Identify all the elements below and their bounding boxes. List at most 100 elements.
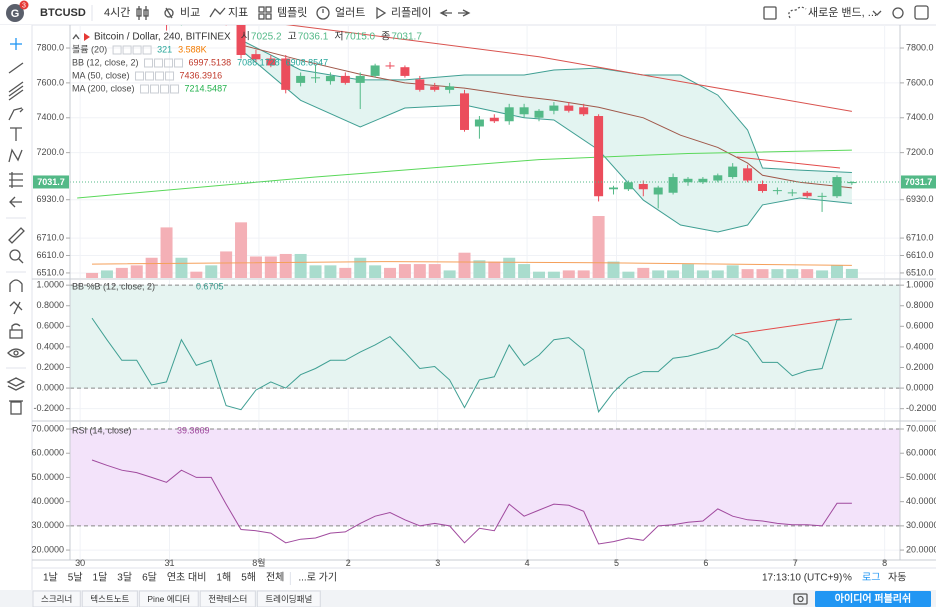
range-button[interactable]: 전체: [266, 572, 284, 584]
back-tool[interactable]: [9, 196, 22, 208]
compare[interactable]: 비교: [180, 6, 200, 19]
indicators[interactable]: 지표: [228, 6, 248, 19]
indicator-button[interactable]: [112, 45, 122, 55]
fullscreen-icon[interactable]: [763, 6, 777, 20]
lock-tool[interactable]: [9, 323, 23, 339]
tab[interactable]: [256, 590, 321, 607]
logo[interactable]: [6, 4, 24, 22]
indicator-button[interactable]: [154, 58, 164, 68]
indicator-button[interactable]: [122, 45, 132, 55]
undo-icon[interactable]: [439, 9, 452, 17]
scale-option[interactable]: %: [843, 573, 852, 584]
tab[interactable]: [32, 590, 81, 607]
magnet-tool[interactable]: [9, 279, 23, 292]
indicator-button[interactable]: [160, 84, 170, 94]
range-button[interactable]: 1날: [43, 572, 58, 584]
indicator-button[interactable]: [140, 84, 150, 94]
tab-label[interactable]: 스크리너: [41, 594, 72, 604]
crosshair-tool[interactable]: [10, 38, 22, 50]
replay[interactable]: 리플레이: [391, 6, 431, 19]
visibility-tool[interactable]: [7, 348, 25, 358]
templates[interactable]: 템플릿: [277, 6, 307, 19]
fib-tool[interactable]: [8, 81, 24, 101]
indicator-button[interactable]: [174, 58, 184, 68]
range-button[interactable]: 6달: [142, 572, 157, 584]
candle-body: [832, 177, 842, 197]
scale-option[interactable]: 자동: [888, 572, 906, 584]
indicator-button[interactable]: [155, 71, 165, 81]
indicator-button[interactable]: [132, 45, 142, 55]
range-button[interactable]: 1달: [93, 572, 108, 584]
range-button[interactable]: 연초 대비: [167, 572, 207, 584]
pane-borders: [32, 25, 936, 561]
layout-name[interactable]: 새로운 밴드, ...: [808, 6, 877, 19]
goto-button[interactable]: ...로 가기: [298, 572, 337, 584]
publish-label: 아이디어 퍼블리쉬: [835, 592, 911, 605]
settings-icon[interactable]: [892, 7, 904, 19]
tab-label[interactable]: 전략테스터: [208, 594, 247, 604]
drawn-trendline[interactable]: [734, 318, 841, 335]
alert-icon[interactable]: [316, 6, 330, 20]
tab[interactable]: [138, 590, 199, 607]
replay-icon[interactable]: [376, 6, 387, 20]
range-button[interactable]: 5해: [241, 571, 256, 584]
snapshot-icon[interactable]: [914, 5, 929, 20]
ruler-tool[interactable]: [8, 227, 25, 244]
indicator-button[interactable]: [142, 45, 152, 55]
tab[interactable]: [81, 590, 138, 607]
candle-body: [787, 192, 797, 194]
tab-label[interactable]: Pine 에디터: [147, 594, 190, 604]
indicator-button[interactable]: [165, 71, 175, 81]
prediction-tool[interactable]: [9, 172, 23, 188]
indicator-button[interactable]: [150, 84, 160, 94]
camera-icon[interactable]: [793, 593, 808, 605]
layers-tool[interactable]: [6, 377, 26, 391]
volume-bar: [592, 216, 605, 278]
trendline-tool[interactable]: [8, 62, 24, 74]
text-tool[interactable]: [10, 127, 22, 141]
candle-icon[interactable]: [136, 6, 149, 20]
indicator-button[interactable]: [164, 58, 174, 68]
redo-icon[interactable]: [458, 9, 471, 17]
candle-body: [311, 77, 321, 79]
tab-label[interactable]: 트레이딩패널: [265, 594, 312, 604]
range-button[interactable]: 3달: [117, 572, 132, 584]
y-tick-label: 7800.0: [906, 42, 934, 52]
compare-icon[interactable]: [164, 7, 174, 19]
volume-bar: [309, 265, 322, 278]
interval[interactable]: 4시간: [104, 6, 130, 19]
pattern-tool[interactable]: [8, 148, 23, 163]
last-price-label: 7031.7: [37, 177, 65, 187]
indicator-button[interactable]: [170, 84, 180, 94]
y-tick-label: 0.0000: [906, 382, 934, 392]
range-button[interactable]: 5날: [68, 572, 83, 584]
symbol[interactable]: BTCUSD: [40, 7, 86, 19]
indicator-button[interactable]: [145, 71, 155, 81]
volume-bar: [845, 268, 858, 278]
volume-average: [91, 261, 852, 266]
tab-label[interactable]: 텍스트노트: [90, 594, 129, 604]
legend-collapse[interactable]: [72, 33, 80, 40]
scale-option[interactable]: 로그: [862, 573, 880, 584]
y-tick-label: 0.8000: [36, 300, 64, 310]
moving-average: [285, 25, 852, 112]
layout-menu[interactable]: [872, 10, 882, 16]
delete-tool[interactable]: [9, 400, 23, 415]
tab[interactable]: [199, 590, 256, 607]
pane-title: RSI (14, close): [72, 425, 132, 435]
alerts[interactable]: 얼러트: [335, 5, 365, 19]
candle-body: [743, 168, 753, 181]
indicator-name: MA (50, close): [72, 70, 130, 80]
last-price-badge: [33, 175, 69, 189]
indicator-button[interactable]: [144, 58, 154, 68]
draw-mode-tool[interactable]: [9, 301, 23, 315]
zoom-tool[interactable]: [9, 249, 24, 264]
template-icon[interactable]: [258, 6, 272, 20]
brush-tool[interactable]: [8, 107, 24, 121]
range-button[interactable]: 1해: [216, 571, 231, 584]
indicator-icon[interactable]: [209, 7, 226, 18]
drawn-trendline[interactable]: [736, 156, 841, 169]
indicator-button[interactable]: [135, 71, 145, 81]
publish-button[interactable]: [815, 591, 931, 607]
volume-bar: [175, 257, 188, 278]
